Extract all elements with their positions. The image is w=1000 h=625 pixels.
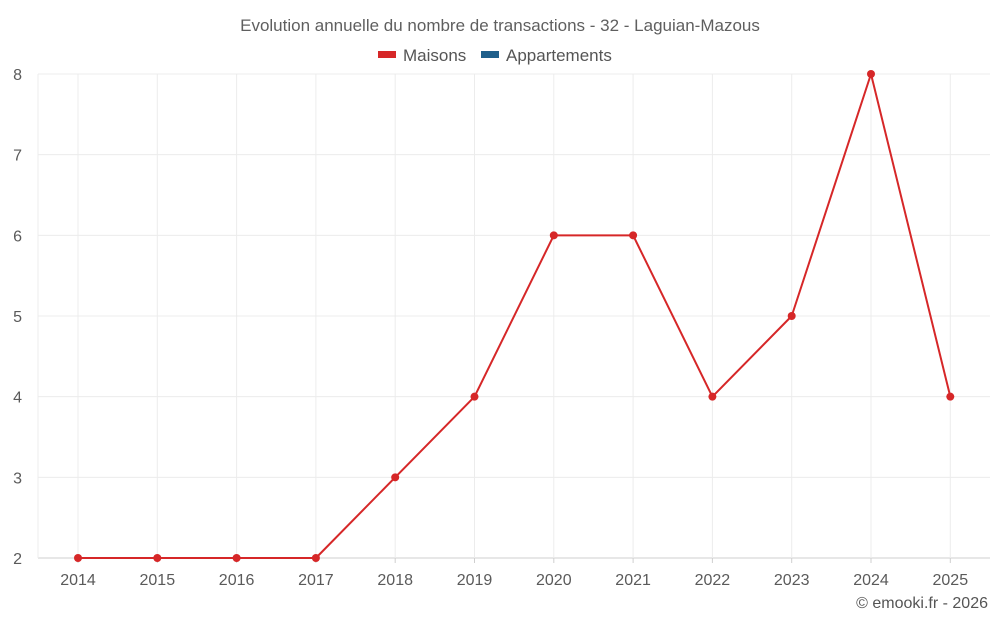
- grid: [37, 73, 990, 559]
- legend-swatch-maisons[interactable]: [378, 51, 396, 58]
- x-tick-label: 2015: [140, 572, 176, 589]
- y-tick-label: 8: [13, 67, 22, 84]
- y-tick-label: 4: [13, 390, 22, 407]
- x-tick-label: 2024: [853, 572, 889, 589]
- credit: © emooki.fr - 2026: [856, 595, 988, 612]
- data-point: [232, 554, 241, 562]
- y-tick-label: 5: [13, 309, 22, 326]
- data-point: [311, 554, 320, 562]
- x-tick-label: 2018: [377, 572, 413, 589]
- x-tick-label: 2014: [60, 572, 96, 589]
- data-point: [153, 554, 162, 562]
- y-tick-label: 3: [13, 470, 22, 487]
- data-point: [549, 231, 558, 240]
- y-tick-label: 2: [13, 551, 22, 568]
- y-tick-label: 7: [13, 148, 22, 165]
- data-point: [470, 392, 479, 401]
- y-axis: 2 3 4 5 6 7 8: [13, 67, 22, 568]
- legend-swatch-appartements[interactable]: [481, 51, 499, 58]
- series-maisons: [74, 70, 955, 562]
- legend: Maisons Appartements: [378, 46, 612, 65]
- legend-label-maisons[interactable]: Maisons: [403, 46, 466, 65]
- series-line-maisons: [78, 73, 952, 559]
- x-axis: 2014 2015 2016 2017 2018 2019 2020 2021 2022 2023…: [60, 558, 968, 589]
- y-tick-label: 6: [13, 228, 22, 245]
- x-tick-label: 2021: [615, 572, 651, 589]
- data-point: [946, 392, 955, 401]
- x-tick-label: 2016: [219, 572, 255, 589]
- x-tick-label: 2022: [695, 572, 731, 589]
- x-tick-label: 2023: [774, 572, 810, 589]
- data-point: [867, 70, 875, 78]
- data-point: [787, 312, 796, 320]
- data-point: [629, 231, 638, 240]
- x-tick-label: 2020: [536, 572, 572, 589]
- data-point: [708, 392, 717, 401]
- chart-title: Evolution annuelle du nombre de transact…: [240, 16, 760, 35]
- data-point: [74, 554, 82, 562]
- legend-label-appartements[interactable]: Appartements: [506, 46, 612, 65]
- data-point: [391, 473, 400, 482]
- x-tick-label: 2025: [933, 572, 969, 589]
- x-tick-label: 2019: [457, 572, 493, 589]
- x-tick-label: 2017: [298, 572, 334, 589]
